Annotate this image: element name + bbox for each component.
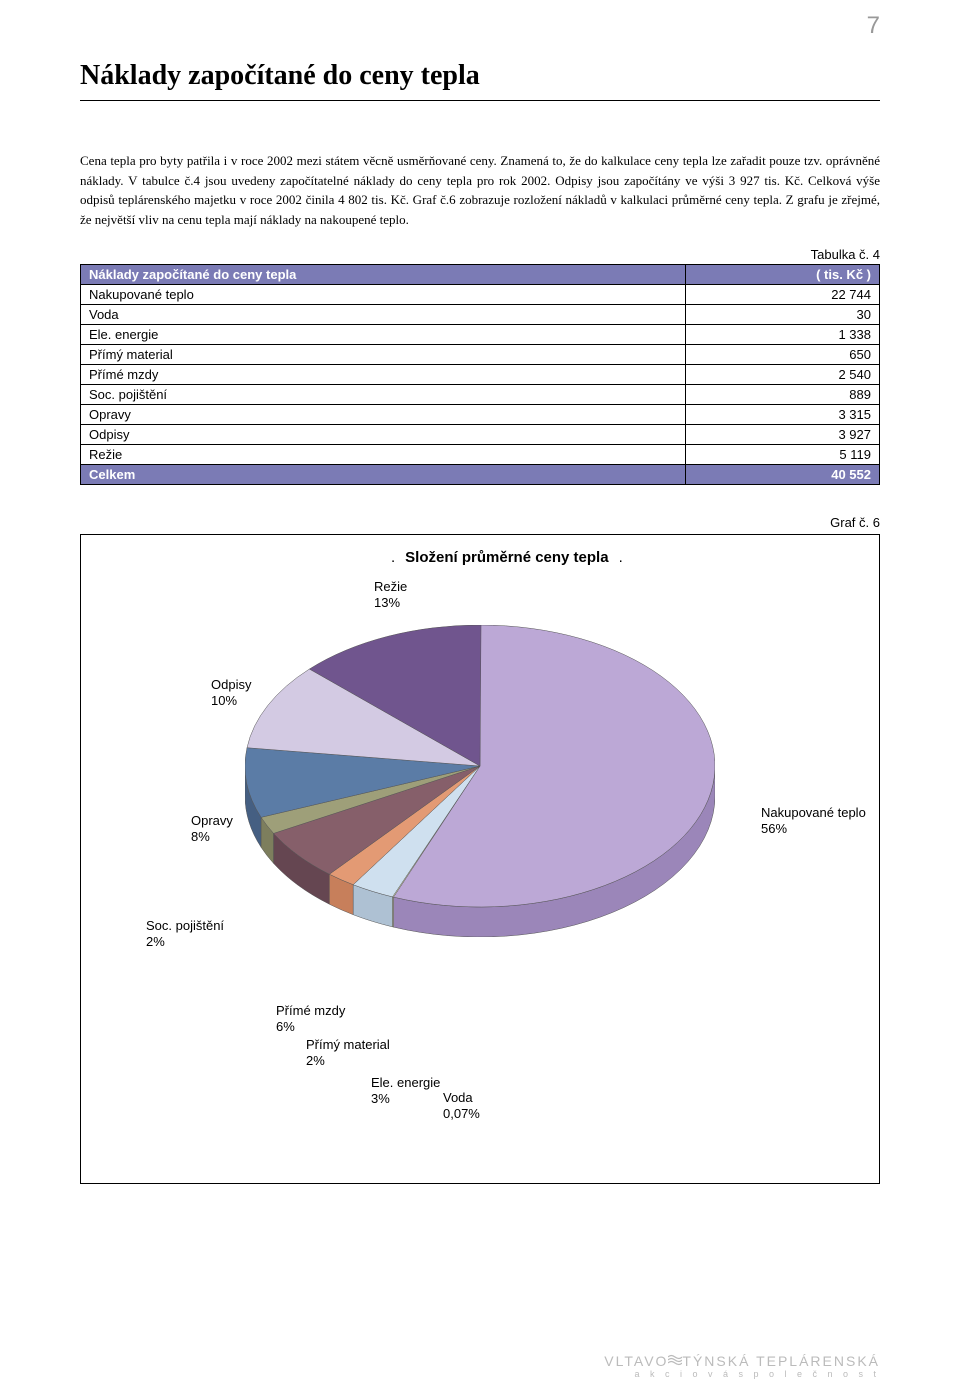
pie-slice-label: Odpisy10% — [211, 677, 251, 710]
pie-slice-label: Ele. energie3% — [371, 1075, 440, 1108]
page-content: Náklady započítané do ceny tepla Cena te… — [0, 0, 960, 1204]
table-cell-label: Režie — [81, 445, 686, 465]
chart-title: Složení průměrné ceny tepla — [381, 549, 633, 566]
table-total-label: Celkem — [81, 465, 686, 485]
pie-chart — [245, 625, 715, 942]
table-total-value: 40 552 — [686, 465, 880, 485]
table-cell-label: Voda — [81, 305, 686, 325]
table-header-unit: ( tis. Kč ) — [686, 265, 880, 285]
footer-brand-suffix: TÝNSKÁ TEPLÁRENSKÁ — [682, 1353, 880, 1369]
table-cell-value: 1 338 — [686, 325, 880, 345]
footer-brand: VLTAVO TÝNSKÁ TEPLÁRENSKÁ — [604, 1353, 880, 1369]
table-row: Odpisy3 927 — [81, 425, 880, 445]
footer-brand-prefix: VLTAVO — [604, 1353, 668, 1369]
table-row: Voda30 — [81, 305, 880, 325]
table-row: Přímý material650 — [81, 345, 880, 365]
pie-slice-label: Režie13% — [374, 579, 407, 612]
table-header-label: Náklady započítané do ceny tepla — [81, 265, 686, 285]
table-cell-value: 22 744 — [686, 285, 880, 305]
table-cell-label: Soc. pojištění — [81, 385, 686, 405]
footer: VLTAVO TÝNSKÁ TEPLÁRENSKÁ a k c i o v á s… — [604, 1353, 880, 1379]
pie-slice-label: Voda0,07% — [443, 1090, 480, 1123]
table-row: Režie5 119 — [81, 445, 880, 465]
table-row: Nakupované teplo22 744 — [81, 285, 880, 305]
footer-tagline: a k c i o v á s p o l e č n o s t — [604, 1369, 880, 1379]
table-cell-value: 5 119 — [686, 445, 880, 465]
pie-slice-label: Opravy8% — [191, 813, 233, 846]
page-number: 7 — [867, 12, 880, 40]
table-caption: Tabulka č. 4 — [80, 247, 880, 262]
pie-slice-label: Nakupované teplo56% — [761, 805, 866, 838]
table-cell-value: 2 540 — [686, 365, 880, 385]
costs-table: Náklady započítané do ceny tepla ( tis. … — [80, 264, 880, 485]
wave-icon — [668, 1354, 682, 1366]
table-cell-value: 3 927 — [686, 425, 880, 445]
pie-chart-container: Složení průměrné ceny tepla Nakupované t… — [80, 534, 880, 1184]
body-paragraph: Cena tepla pro byty patřila i v roce 200… — [80, 151, 880, 229]
table-row: Opravy3 315 — [81, 405, 880, 425]
graph-caption: Graf č. 6 — [80, 515, 880, 530]
table-cell-label: Přímé mzdy — [81, 365, 686, 385]
table-row: Ele. energie1 338 — [81, 325, 880, 345]
table-cell-label: Odpisy — [81, 425, 686, 445]
pie-slice-label: Přímý material2% — [306, 1037, 390, 1070]
table-row: Soc. pojištění889 — [81, 385, 880, 405]
table-cell-value: 650 — [686, 345, 880, 365]
table-cell-label: Ele. energie — [81, 325, 686, 345]
table-row: Přímé mzdy2 540 — [81, 365, 880, 385]
table-cell-label: Nakupované teplo — [81, 285, 686, 305]
table-total-row: Celkem40 552 — [81, 465, 880, 485]
table-cell-value: 30 — [686, 305, 880, 325]
table-cell-label: Opravy — [81, 405, 686, 425]
pie-slice-label: Soc. pojištění2% — [146, 918, 224, 951]
table-cell-label: Přímý material — [81, 345, 686, 365]
page-title: Náklady započítané do ceny tepla — [80, 60, 880, 101]
pie-slice-label: Přímé mzdy6% — [276, 1003, 345, 1036]
table-cell-value: 3 315 — [686, 405, 880, 425]
table-cell-value: 889 — [686, 385, 880, 405]
